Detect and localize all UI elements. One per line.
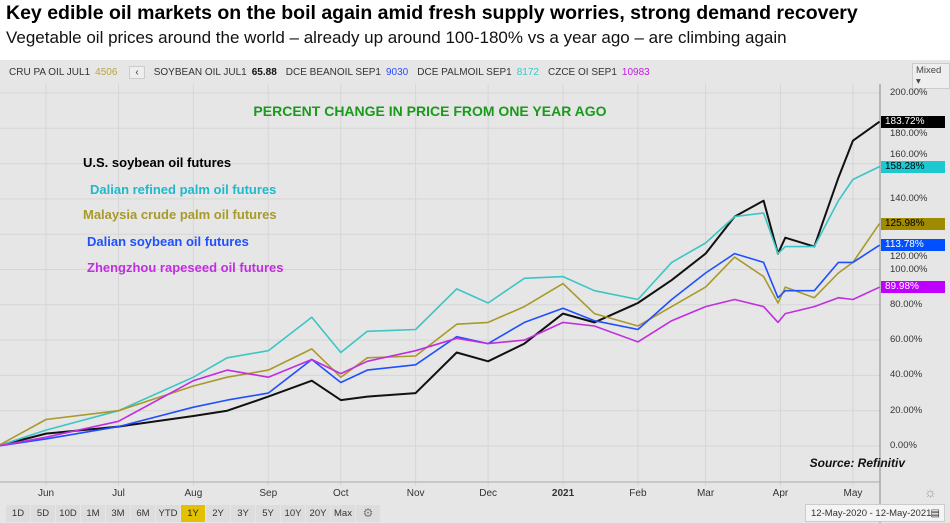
timeframe-button-1d[interactable]: 1D — [6, 505, 30, 522]
x-tick-label: Jul — [112, 488, 125, 499]
legend-dalian-palm: Dalian refined palm oil futures — [90, 182, 277, 197]
x-tick-label: Nov — [406, 488, 425, 499]
legend-malaysia-palm: Malaysia crude palm oil futures — [83, 207, 277, 222]
timeframe-button-2y[interactable]: 2Y — [206, 505, 230, 522]
x-tick-label: Dec — [479, 488, 498, 499]
ticker-name: CRU PA OIL JUL1 — [9, 66, 91, 78]
x-tick-label: Sep — [259, 488, 278, 499]
ticker-value: 65.88 — [251, 66, 277, 78]
y-tick-label: 100.00% — [890, 263, 928, 275]
ticker-name: DCE BEANOIL SEP1 — [285, 66, 381, 78]
timeframe-button-10d[interactable]: 10D — [56, 505, 80, 522]
last-value-tag: 158.28% — [881, 160, 945, 173]
calendar-icon[interactable]: ▤ — [930, 508, 940, 519]
chart-title: PERCENT CHANGE IN PRICE FROM ONE YEAR AG… — [253, 103, 607, 119]
timeframe-button-max[interactable]: Max — [331, 505, 355, 522]
x-tick-label: May — [843, 488, 863, 499]
y-tick-label: 80.00% — [890, 298, 923, 310]
ticker-item-dce-palmoil[interactable]: DCE PALMOIL SEP1 8172 — [417, 67, 539, 78]
y-tick-label: 140.00% — [890, 192, 928, 204]
timeframe-button-5d[interactable]: 5D — [31, 505, 55, 522]
y-tick-label: 40.00% — [890, 369, 923, 381]
headline: Key edible oil markets on the boil again… — [6, 2, 858, 24]
y-tick-label: 180.00% — [890, 127, 928, 139]
last-value-tag: 125.98% — [881, 217, 945, 230]
timeframe-button-3y[interactable]: 3Y — [231, 505, 255, 522]
date-range-picker[interactable]: 12-May-2020 - 12-May-2021 ▤ — [805, 504, 945, 522]
ticker-back-button[interactable]: ‹ — [129, 65, 145, 79]
gear-icon[interactable]: ⚙ — [356, 505, 380, 522]
ticker-bar: CRU PA OIL JUL1 4506 ‹ SOYBEAN OIL JUL1 65… — [0, 62, 650, 82]
last-value-tag: 113.78% — [881, 239, 945, 252]
x-tick-label: Jun — [37, 488, 55, 499]
x-tick-label: 2021 — [551, 488, 575, 499]
y-tick-label: 60.00% — [890, 334, 923, 346]
x-tick-label: Mar — [696, 488, 715, 499]
x-tick-label: Apr — [772, 488, 789, 499]
y-tick-label: 160.00% — [890, 148, 928, 160]
x-tick-label: Aug — [184, 488, 203, 499]
ticker-item-czce-oi[interactable]: CZCE OI SEP1 10983 — [548, 67, 650, 78]
source-note: Source: Refinitiv — [809, 456, 905, 470]
y-tick-label: 200.00% — [890, 87, 928, 98]
date-range-text: 12-May-2020 - 12-May-2021 — [811, 508, 932, 519]
x-tick-label: Feb — [629, 488, 647, 499]
subheadline: Vegetable oil prices around the world – … — [6, 28, 787, 47]
timeframe-button-6m[interactable]: 6M — [131, 505, 155, 522]
y-tick-label: 20.00% — [890, 404, 923, 416]
timeframe-button-1m[interactable]: 1M — [81, 505, 105, 522]
legend-us-soybean: U.S. soybean oil futures — [83, 155, 232, 170]
last-value-tag: 89.98% — [881, 281, 945, 294]
y-tick-label: 0.00% — [890, 440, 917, 451]
y-tick-label: 120.00% — [890, 251, 928, 263]
ticker-value: 9030 — [386, 66, 409, 78]
legend-dalian-soybean: Dalian soybean oil futures — [87, 234, 249, 249]
ticker-item-dce-beanoil[interactable]: DCE BEANOIL SEP1 9030 — [286, 67, 408, 78]
ticker-item-cru-pa-oil[interactable]: CRU PA OIL JUL1 4506 — [9, 67, 117, 78]
timeframe-button-3m[interactable]: 3M — [106, 505, 130, 522]
series-line-3 — [0, 244, 880, 447]
series-line-1 — [0, 165, 880, 447]
ticker-item-soybean-oil[interactable]: SOYBEAN OIL JUL1 65.88 — [154, 67, 277, 78]
ticker-value: 8172 — [516, 66, 539, 78]
series-line-2 — [0, 223, 881, 446]
timeframe-button-10y[interactable]: 10Y — [281, 505, 305, 522]
ticker-name: SOYBEAN OIL JUL1 — [153, 66, 247, 78]
series-line-0 — [0, 120, 881, 447]
ticker-name: DCE PALMOIL SEP1 — [417, 66, 512, 78]
timeframe-button-1y[interactable]: 1Y — [181, 505, 205, 522]
legend-zhengzhou-rapeseed: Zhengzhou rapeseed oil futures — [87, 260, 284, 275]
timeframe-button-20y[interactable]: 20Y — [306, 505, 330, 522]
ticker-name: CZCE OI SEP1 — [547, 66, 617, 78]
x-tick-label: Oct — [332, 488, 349, 499]
timeframe-button-5y[interactable]: 5Y — [256, 505, 280, 522]
timeframe-button-ytd[interactable]: YTD — [156, 505, 180, 522]
chart-settings-icon[interactable]: ☼ — [924, 484, 937, 500]
series-line-4 — [0, 286, 880, 447]
timeframe-buttons: 1D 5D 10D 1M 3M 6M YTD 1Y 2Y 3Y 5Y 10Y 20Y Max ⚙ — [6, 505, 381, 522]
ticker-value: 10983 — [621, 66, 650, 78]
ticker-value: 4506 — [95, 66, 118, 78]
last-value-tag: 183.72% — [881, 115, 945, 128]
